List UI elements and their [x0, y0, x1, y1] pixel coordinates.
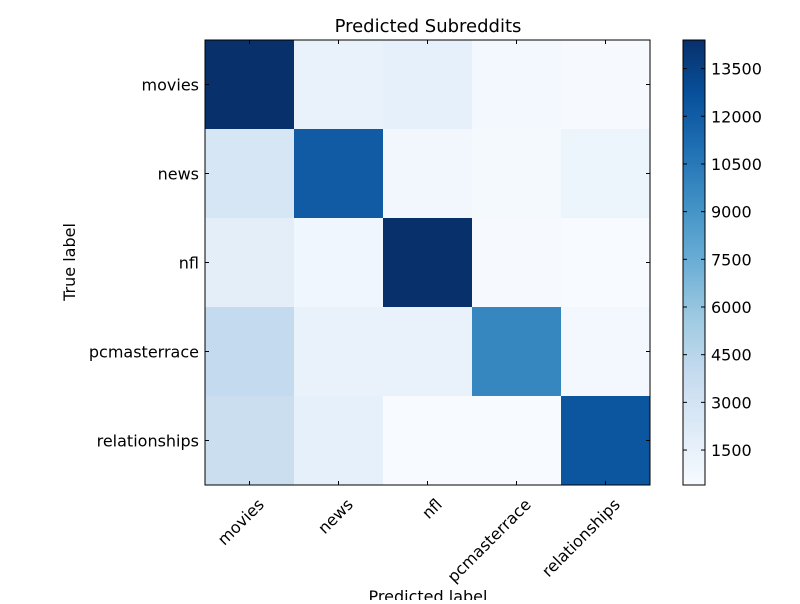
heatmap-cell [561, 40, 651, 130]
heatmap-cell [294, 129, 384, 219]
colorbar-tick-label: 9000 [711, 203, 752, 222]
x-tick-label: nfl [418, 495, 446, 523]
heatmap-cell [294, 307, 384, 397]
x-axis-label: Predicted label [369, 587, 488, 600]
heatmap-cells [205, 40, 651, 486]
heatmap-cell [205, 40, 295, 130]
y-tick-label: pcmasterrace [89, 343, 199, 362]
heatmap-cell [383, 396, 473, 486]
colorbar-tick-label: 7500 [711, 250, 752, 269]
heatmap-cell [383, 129, 473, 219]
colorbar-tick-label: 4500 [711, 346, 752, 365]
heatmap-cell [561, 129, 651, 219]
heatmap-cell [205, 218, 295, 308]
heatmap-cell [294, 218, 384, 308]
colorbar-tick-label: 1500 [711, 441, 752, 460]
y-tick-label: nfl [179, 254, 199, 273]
y-tick-label: relationships [97, 432, 199, 451]
heatmap-cell [561, 218, 651, 308]
heatmap-cell [383, 218, 473, 308]
colorbar-tick-label: 6000 [711, 298, 752, 317]
heatmap-cell [294, 40, 384, 130]
colorbar-ticks: 1500 3000 4500 6000 7500 9000 10500 12000 13500 [683, 60, 762, 460]
heatmap-cell [383, 307, 473, 397]
heatmap-cell [472, 307, 562, 397]
heatmap-cell [205, 307, 295, 397]
heatmap-cell [205, 396, 295, 486]
heatmap-cell [472, 218, 562, 308]
heatmap-cell [205, 129, 295, 219]
heatmap-cell [472, 40, 562, 130]
colorbar [682, 39, 706, 486]
x-tick-label: news [314, 495, 357, 538]
chart-title: Predicted Subreddits [335, 16, 522, 37]
x-tick-label: relationships [538, 495, 624, 581]
colorbar-tick-label: 12000 [711, 107, 762, 126]
heatmap-cell [472, 396, 562, 486]
y-axis-label: True label [60, 223, 79, 302]
heatmap-cell [561, 396, 651, 486]
y-axis-ticks: movies news nfl pcmasterrace relationships [89, 76, 650, 451]
colorbar-tick-label: 3000 [711, 393, 752, 412]
x-tick-label: pcmasterrace [444, 495, 535, 586]
heatmap-cell [472, 129, 562, 219]
colorbar-tick-label: 13500 [711, 60, 762, 79]
colorbar-tick-label: 10500 [711, 155, 762, 174]
x-tick-label: movies [214, 495, 268, 549]
heatmap-cell [294, 396, 384, 486]
heatmap-cell [383, 40, 473, 130]
heatmap-cell [561, 307, 651, 397]
y-tick-label: news [158, 165, 199, 184]
y-tick-label: movies [142, 76, 199, 95]
